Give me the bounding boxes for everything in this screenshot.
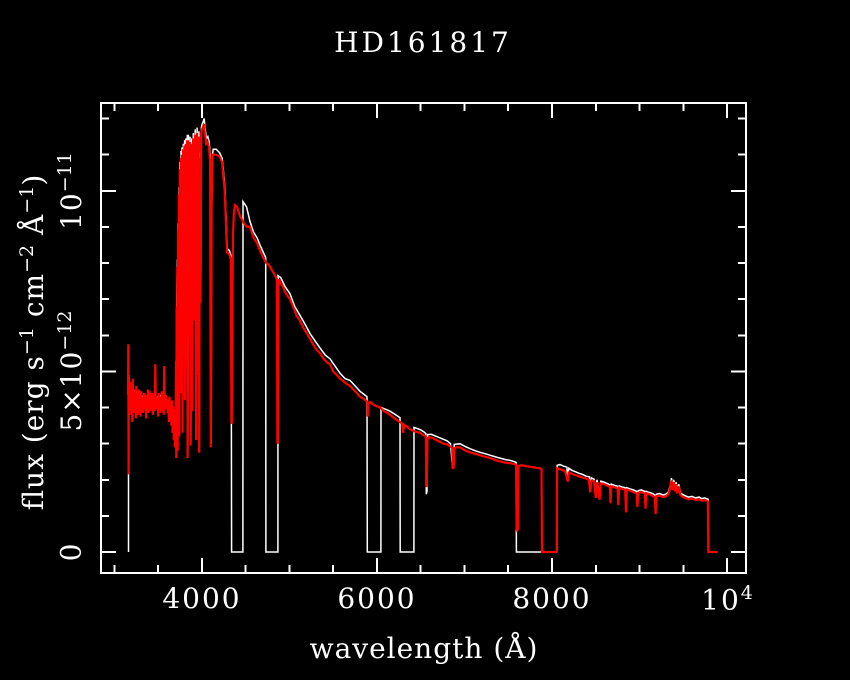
x-tick-label-8000: 8000	[512, 582, 591, 615]
label-text: 4000	[162, 582, 242, 615]
y-tick-label-5e-12: 5×10−12	[54, 311, 88, 432]
plot-title: HD161817	[334, 26, 512, 59]
label-text: Å	[17, 213, 51, 245]
y-tick-label-0e-12: 0	[55, 543, 88, 562]
x-tick-label-6000: 6000	[337, 582, 416, 615]
label-superscript: −1	[15, 185, 38, 214]
plot-box	[100, 102, 747, 574]
label-superscript: −11	[53, 151, 76, 193]
label-text: )	[17, 173, 51, 186]
axes	[100, 102, 747, 574]
label-text: wavelength (Å)	[309, 632, 539, 665]
y-axis-label: flux (erg s−1 cm−2 Å−1)	[16, 174, 50, 511]
label-text: flux (erg s	[17, 355, 51, 511]
x-axis-label: wavelength (Å)	[310, 632, 539, 665]
label-text: 6000	[337, 582, 417, 615]
x-tick-label-4000: 4000	[162, 582, 241, 615]
x-tick-label-10000: 104	[701, 582, 753, 616]
label-text: 5×10	[55, 351, 89, 432]
spectra	[126, 118, 718, 554]
label-text: 10	[701, 583, 741, 617]
label-text: 10	[55, 192, 89, 230]
label-text: 0	[54, 542, 88, 562]
label-text: cm	[17, 272, 51, 328]
label-superscript: −1	[15, 327, 38, 356]
label-text: 8000	[512, 582, 592, 615]
model-spectrum-line	[127, 118, 718, 553]
label-superscript: −12	[53, 310, 76, 352]
label-superscript: −2	[15, 244, 38, 273]
y-tick-label-10e-12: 10−11	[54, 152, 88, 230]
label-superscript: 4	[740, 582, 753, 604]
observed-spectrum-line	[126, 123, 718, 554]
